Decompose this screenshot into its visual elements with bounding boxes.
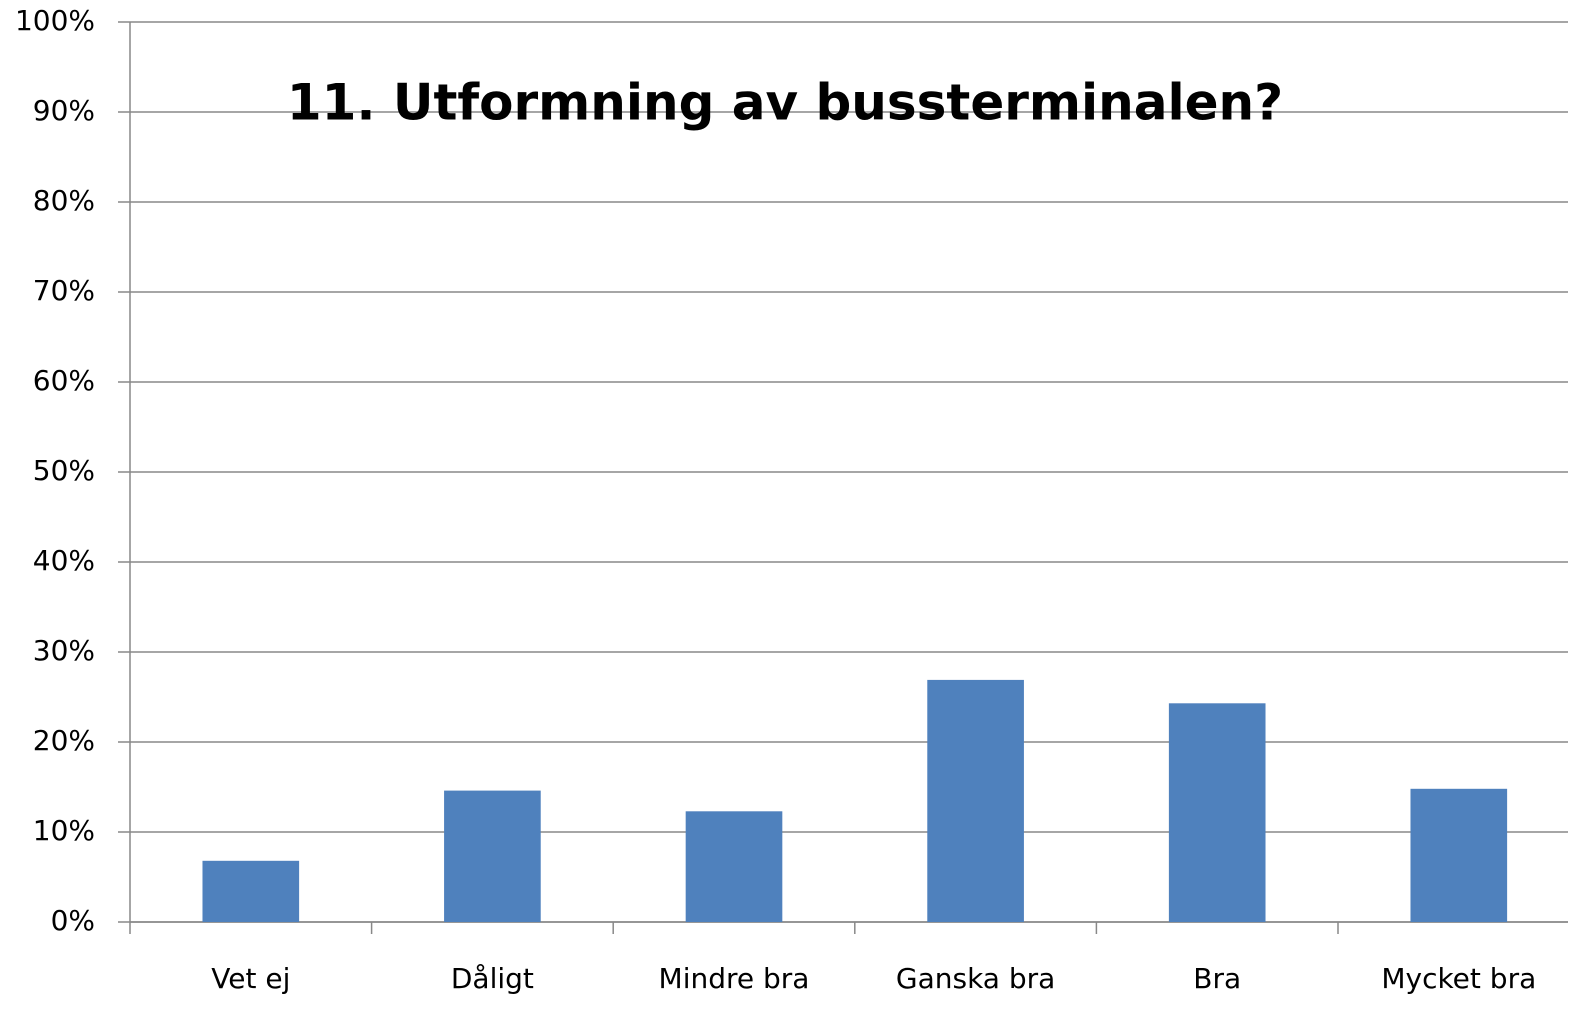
- x-tick-label: Mindre bra: [659, 962, 810, 995]
- x-tick-label: Ganska bra: [896, 962, 1055, 995]
- y-tick-label: 20%: [33, 724, 95, 757]
- grid: [130, 21, 1568, 923]
- y-tick-label: 30%: [33, 634, 95, 667]
- bar: [202, 860, 300, 922]
- bar: [1410, 788, 1508, 922]
- y-tick-label: 50%: [33, 454, 95, 487]
- chart-title: 11. Utformning av bussterminalen?: [287, 74, 1283, 132]
- y-tick-label: 70%: [33, 274, 95, 307]
- x-tick-label: Bra: [1193, 962, 1241, 995]
- y-tick-label: 40%: [33, 544, 95, 577]
- x-tick-label: Vet ej: [211, 962, 290, 995]
- bar: [685, 811, 783, 922]
- x-tick-label: Dåligt: [451, 962, 534, 995]
- y-tick-label: 80%: [33, 184, 95, 217]
- y-tick-label: 10%: [33, 814, 95, 847]
- y-tick-label: 100%: [15, 4, 95, 37]
- y-tick-label: 60%: [33, 364, 95, 397]
- bar: [444, 790, 541, 922]
- bar: [927, 679, 1024, 922]
- x-tick-label: Mycket bra: [1381, 962, 1536, 995]
- bar: [1168, 703, 1266, 922]
- y-tick-label: 90%: [33, 94, 95, 127]
- y-tick-label: 0%: [51, 904, 95, 937]
